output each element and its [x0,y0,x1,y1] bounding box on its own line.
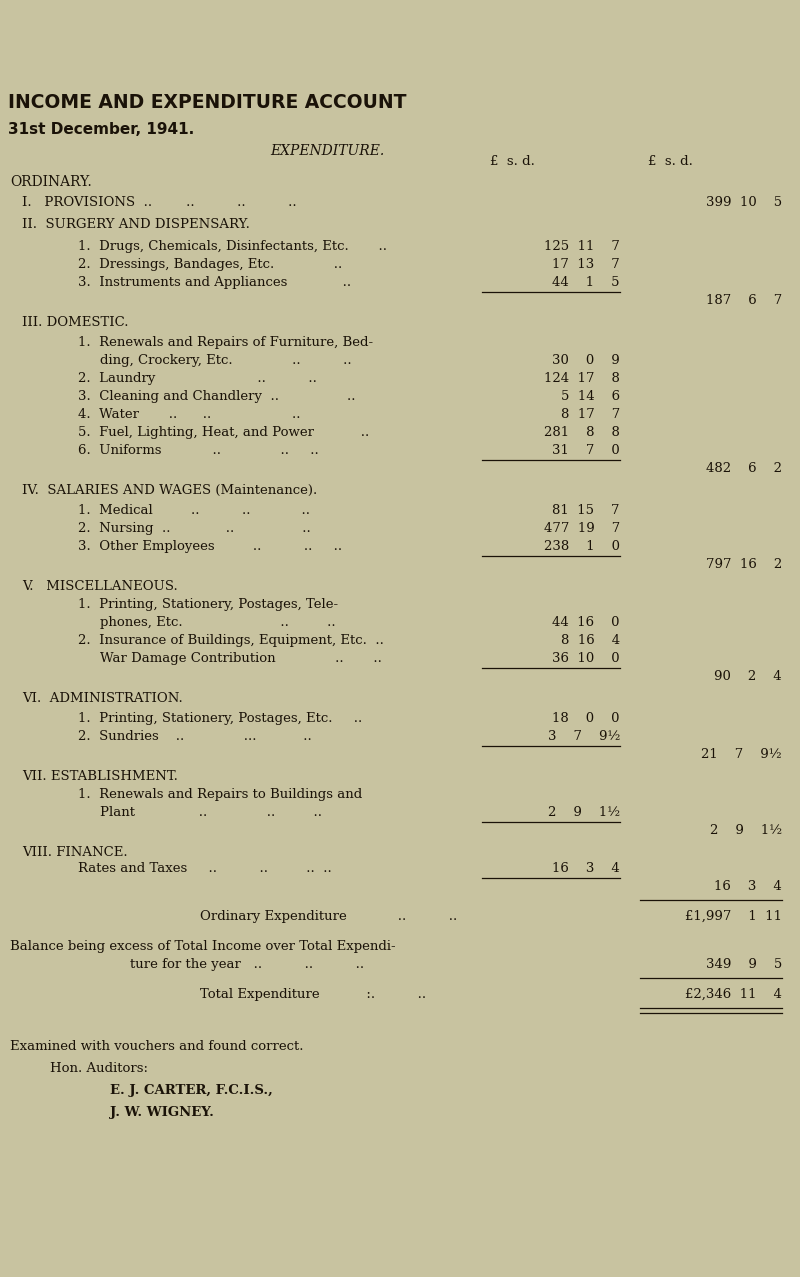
Text: 2    9    1½: 2 9 1½ [710,824,782,836]
Text: 2.  Insurance of Buildings, Equipment, Etc.  ..: 2. Insurance of Buildings, Equipment, Et… [78,633,384,647]
Text: 1.  Printing, Stationery, Postages, Etc.     ..: 1. Printing, Stationery, Postages, Etc. … [78,713,362,725]
Text: 2.  Dressings, Bandages, Etc.              ..: 2. Dressings, Bandages, Etc. .. [78,258,342,271]
Text: VIII. FINANCE.: VIII. FINANCE. [22,845,128,859]
Text: 31    7    0: 31 7 0 [552,444,620,457]
Text: 18    0    0: 18 0 0 [553,713,620,725]
Text: 21    7    9½: 21 7 9½ [702,748,782,761]
Text: 3.  Instruments and Appliances             ..: 3. Instruments and Appliances .. [78,276,351,289]
Text: 16    3    4: 16 3 4 [714,880,782,893]
Text: 281    8    8: 281 8 8 [544,427,620,439]
Text: VI.  ADMINISTRATION.: VI. ADMINISTRATION. [22,692,182,705]
Text: phones, Etc.                       ..         ..: phones, Etc. .. .. [100,616,336,630]
Text: 6.  Uniforms            ..              ..     ..: 6. Uniforms .. .. .. [78,444,318,457]
Text: 2    9    1½: 2 9 1½ [548,806,620,819]
Text: 81  15    7: 81 15 7 [553,504,620,517]
Text: J. W. WIGNEY.: J. W. WIGNEY. [110,1106,214,1119]
Text: 797  16    2: 797 16 2 [706,558,782,571]
Text: 36  10    0: 36 10 0 [552,653,620,665]
Text: 1.  Medical         ..          ..            ..: 1. Medical .. .. .. [78,504,310,517]
Text: £2,346  11    4: £2,346 11 4 [685,988,782,1001]
Text: III. DOMESTIC.: III. DOMESTIC. [22,315,129,329]
Text: 44  16    0: 44 16 0 [553,616,620,630]
Text: ding, Crockery, Etc.              ..          ..: ding, Crockery, Etc. .. .. [100,354,352,366]
Text: 1.  Drugs, Chemicals, Disinfectants, Etc.       ..: 1. Drugs, Chemicals, Disinfectants, Etc.… [78,240,387,253]
Text: Hon. Auditors:: Hon. Auditors: [50,1062,148,1075]
Text: Ordinary Expenditure            ..          ..: Ordinary Expenditure .. .. [200,911,458,923]
Text: EXPENDITURE.: EXPENDITURE. [270,144,384,158]
Text: War Damage Contribution              ..       ..: War Damage Contribution .. .. [100,653,382,665]
Text: 2.  Sundries    ..              ...           ..: 2. Sundries .. ... .. [78,730,312,743]
Text: Plant               ..              ..         ..: Plant .. .. .. [100,806,322,819]
Text: 8  17    7: 8 17 7 [561,407,620,421]
Text: 1.  Renewals and Repairs to Buildings and: 1. Renewals and Repairs to Buildings and [78,788,362,801]
Text: 90    2    4: 90 2 4 [714,670,782,683]
Text: I.   PROVISIONS  ..        ..          ..          ..: I. PROVISIONS .. .. .. .. [22,195,297,209]
Text: 3    7    9½: 3 7 9½ [548,730,620,743]
Text: 5.  Fuel, Lighting, Heat, and Power           ..: 5. Fuel, Lighting, Heat, and Power .. [78,427,370,439]
Text: 30    0    9: 30 0 9 [552,354,620,366]
Text: Total Expenditure           :.          ..: Total Expenditure :. .. [200,988,426,1001]
Text: 187    6    7: 187 6 7 [706,294,782,306]
Text: £  s. d.: £ s. d. [648,155,693,169]
Text: £  s. d.: £ s. d. [490,155,535,169]
Text: IV.  SALARIES AND WAGES (Maintenance).: IV. SALARIES AND WAGES (Maintenance). [22,484,318,497]
Text: 2.  Nursing  ..             ..                ..: 2. Nursing .. .. .. [78,522,310,535]
Text: E. J. CARTER, F.C.I.S.,: E. J. CARTER, F.C.I.S., [110,1084,273,1097]
Text: 399  10    5: 399 10 5 [706,195,782,209]
Text: 8  16    4: 8 16 4 [561,633,620,647]
Text: 482    6    2: 482 6 2 [706,462,782,475]
Text: 3.  Cleaning and Chandlery  ..                ..: 3. Cleaning and Chandlery .. .. [78,389,355,404]
Text: 124  17    8: 124 17 8 [544,372,620,384]
Text: ORDINARY.: ORDINARY. [10,175,92,189]
Text: Rates and Taxes     ..          ..         ..  ..: Rates and Taxes .. .. .. .. [78,862,332,875]
Text: 125  11    7: 125 11 7 [544,240,620,253]
Text: ture for the year   ..          ..          ..: ture for the year .. .. .. [130,958,364,971]
Text: 5  14    6: 5 14 6 [561,389,620,404]
Text: 2.  Laundry                        ..          ..: 2. Laundry .. .. [78,372,317,384]
Text: 349    9    5: 349 9 5 [706,958,782,971]
Text: Examined with vouchers and found correct.: Examined with vouchers and found correct… [10,1039,303,1054]
Text: 3.  Other Employees         ..          ..     ..: 3. Other Employees .. .. .. [78,540,342,553]
Text: 1.  Renewals and Repairs of Furniture, Bed-: 1. Renewals and Repairs of Furniture, Be… [78,336,373,349]
Text: 16    3    4: 16 3 4 [552,862,620,875]
Text: 31st December, 1941.: 31st December, 1941. [8,123,194,137]
Text: £1,997    1  11: £1,997 1 11 [685,911,782,923]
Text: II.  SURGERY AND DISPENSARY.: II. SURGERY AND DISPENSARY. [22,218,250,231]
Text: 477  19    7: 477 19 7 [544,522,620,535]
Text: 4.  Water       ..      ..                   ..: 4. Water .. .. .. [78,407,301,421]
Text: 238    1    0: 238 1 0 [544,540,620,553]
Text: 44    1    5: 44 1 5 [553,276,620,289]
Text: INCOME AND EXPENDITURE ACCOUNT: INCOME AND EXPENDITURE ACCOUNT [8,93,406,112]
Text: 1.  Printing, Stationery, Postages, Tele-: 1. Printing, Stationery, Postages, Tele- [78,598,338,610]
Text: Balance being excess of Total Income over Total Expendi-: Balance being excess of Total Income ove… [10,940,396,953]
Text: V.   MISCELLANEOUS.: V. MISCELLANEOUS. [22,580,178,593]
Text: 17  13    7: 17 13 7 [552,258,620,271]
Text: VII. ESTABLISHMENT.: VII. ESTABLISHMENT. [22,770,178,783]
